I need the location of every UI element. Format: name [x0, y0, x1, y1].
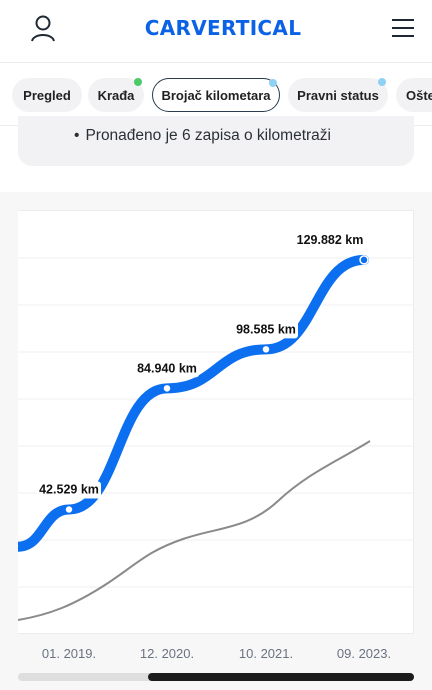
data-point[interactable] [359, 255, 369, 265]
data-point[interactable] [162, 383, 172, 394]
mileage-summary-card [18, 116, 414, 166]
data-point[interactable] [64, 504, 74, 515]
tab-krada[interactable]: Krađa [88, 78, 144, 112]
tab-label: Krađa [97, 87, 135, 103]
tab-brojac-kilometara[interactable]: Brojač kilometara [152, 78, 280, 112]
series-line-secondary [18, 440, 371, 621]
series-line-mileage [18, 254, 369, 552]
data-label: 84.940 km [137, 361, 197, 375]
status-dot [269, 79, 277, 87]
tab-label: Brojač kilometara [161, 87, 271, 103]
tab-pravni-status[interactable]: Pravni status [288, 78, 388, 112]
summary-text: • Pronađeno je 6 zapisa o kilometraži [74, 127, 331, 145]
data-label-background [37, 481, 101, 499]
data-point[interactable] [261, 344, 271, 355]
data-label: 42.529 km [39, 482, 99, 496]
tab-label: Pregled [23, 87, 71, 103]
status-dot [378, 78, 386, 86]
mileage-chart: 42.529 km 84.940 km 98.585 km 129.882 km [18, 210, 414, 634]
horizontal-scrollbar-thumb[interactable] [148, 673, 414, 681]
top-bar: CARVERTICAL [0, 0, 432, 56]
tab-label: Pravni status [297, 87, 379, 103]
x-tick-label: 01. 2019. [42, 646, 96, 661]
data-label: 98.585 km [236, 322, 296, 336]
x-tick-label: 12. 2020. [140, 646, 194, 661]
hamburger-menu-icon[interactable] [388, 13, 418, 43]
x-tick-label: 10. 2021. [239, 646, 293, 661]
tab-pregled[interactable]: Pregled [12, 78, 82, 112]
tab-label: Ošte [406, 87, 432, 103]
user-icon[interactable] [28, 13, 58, 43]
status-dot [134, 78, 142, 86]
brand-logo[interactable]: CARVERTICAL [144, 16, 302, 40]
data-label: 129.882 km [297, 233, 364, 247]
tab-ostecenja[interactable]: Ošte [396, 78, 432, 112]
report-tabs: Pregled Krađa Brojač kilometara Pravni s… [0, 62, 432, 126]
summary-label: Pronađeno je 6 zapisa o kilometraži [85, 127, 331, 144]
mileage-chart-svg: 42.529 km 84.940 km 98.585 km 129.882 km [18, 231, 414, 621]
data-label-background [135, 360, 199, 378]
data-label-background [298, 231, 362, 249]
bullet-icon: • [74, 127, 80, 144]
x-tick-label: 09. 2023. [337, 646, 391, 661]
data-label-background [234, 321, 298, 339]
x-axis: 01. 2019. 12. 2020. 10. 2021. 09. 2023. [42, 646, 391, 661]
